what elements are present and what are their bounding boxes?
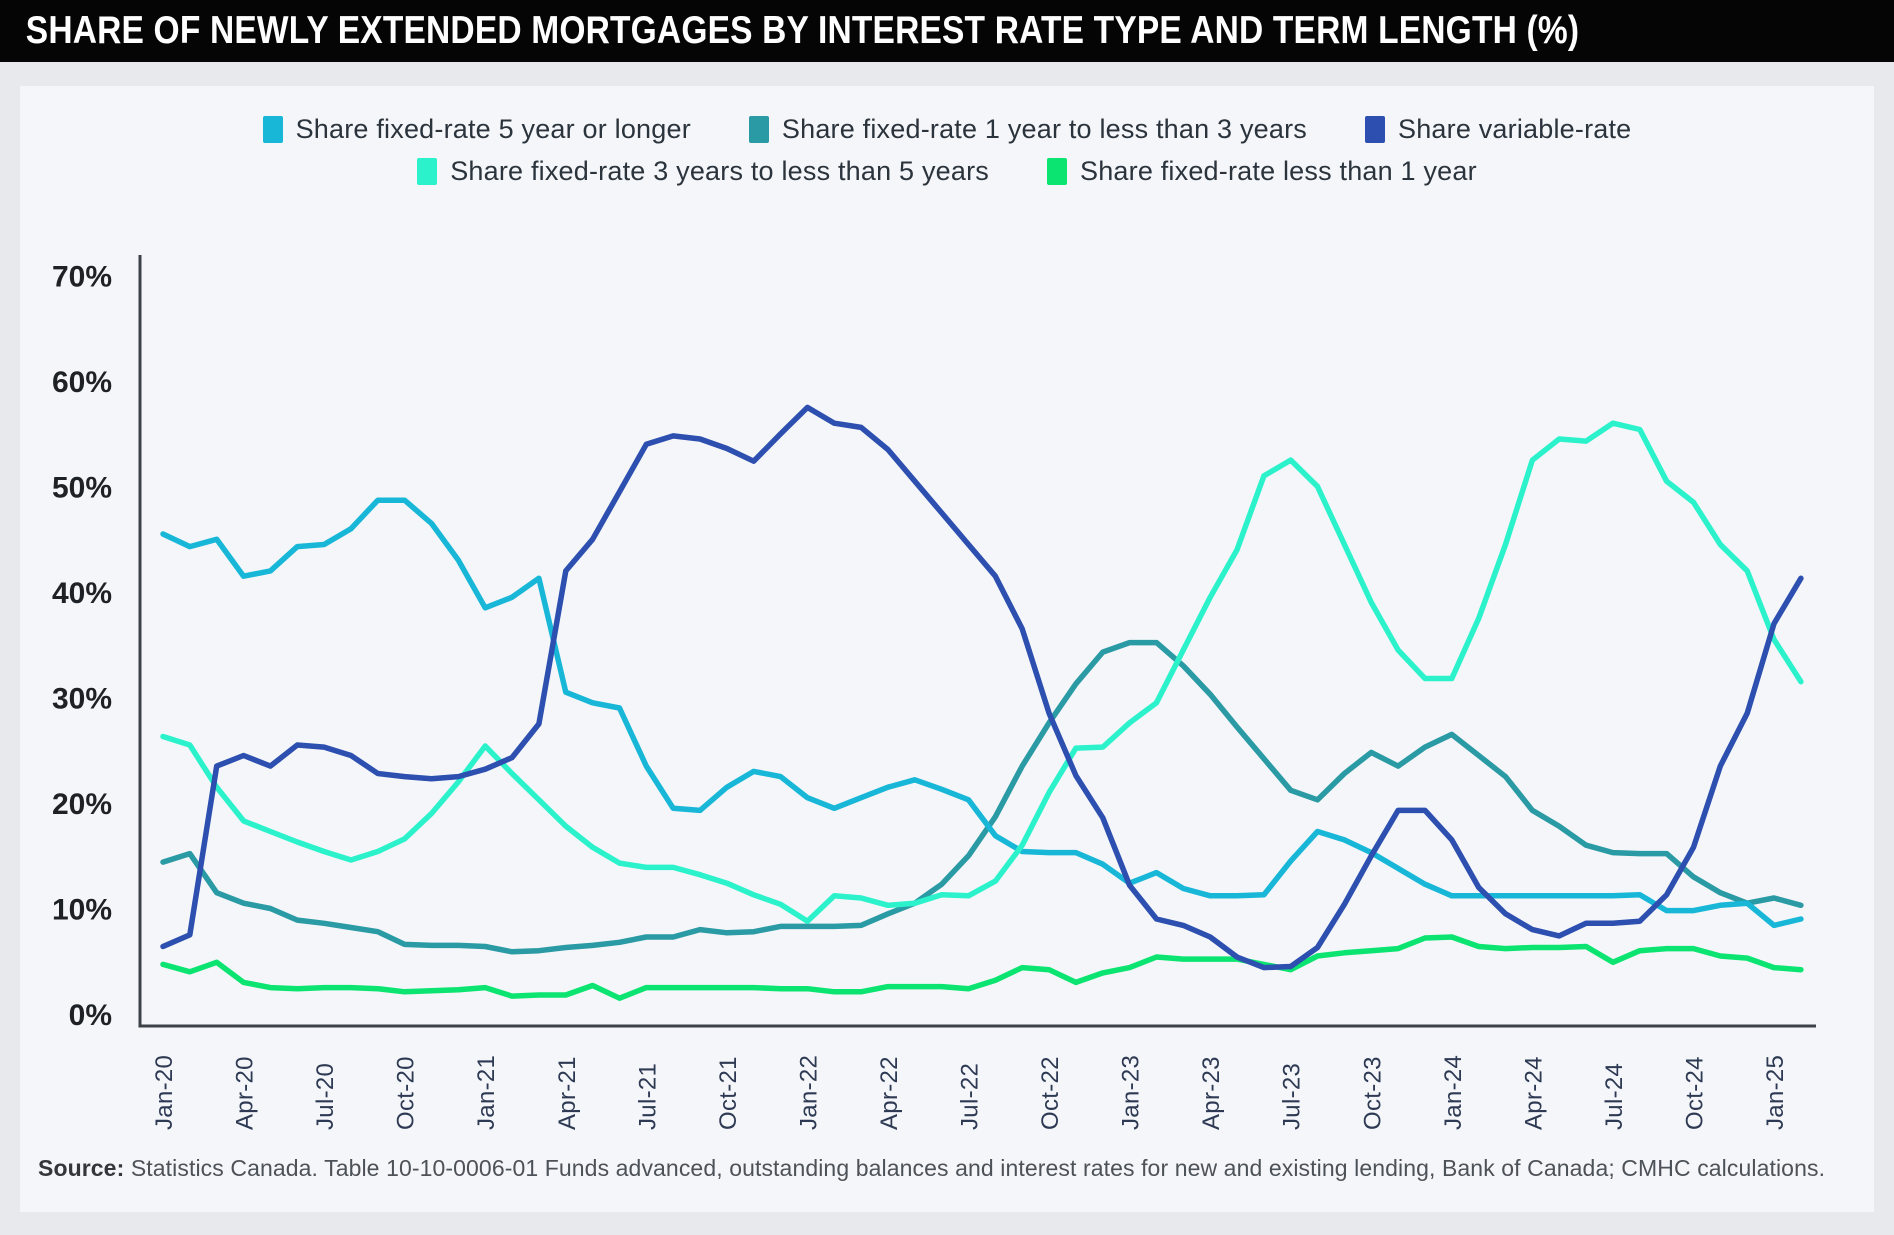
x-tick-label: Apr-24 xyxy=(1520,1056,1547,1130)
x-tick-label: Oct-23 xyxy=(1359,1056,1386,1130)
x-tick-label: Apr-23 xyxy=(1198,1056,1225,1130)
y-tick-label: 50% xyxy=(52,472,112,505)
source-text: Statistics Canada. Table 10-10-0006-01 F… xyxy=(130,1155,1826,1181)
series-line-variable-rate xyxy=(160,404,1804,971)
y-tick-label: 70% xyxy=(52,261,112,294)
source-note: Source: Statistics Canada. Table 10-10-0… xyxy=(38,1155,1825,1182)
y-tick-label: 40% xyxy=(52,577,112,610)
legend-label-fixed-under-1yr: Share fixed-rate less than 1 year xyxy=(1079,155,1477,186)
source-label: Source: xyxy=(38,1155,125,1181)
x-tick-label: Apr-22 xyxy=(876,1056,903,1130)
x-tick-label: Oct-20 xyxy=(393,1056,420,1130)
page-title: SHARE OF NEWLY EXTENDED MORTGAGES BY INT… xyxy=(25,9,1580,52)
legend-label-fixed-1-3yr: Share fixed-rate 1 year to less than 3 y… xyxy=(781,113,1307,144)
x-tick-label: Jul-22 xyxy=(957,1063,984,1130)
series-line-fixed-5yr-plus xyxy=(160,497,1804,929)
chart-legend: Share fixed-rate 5 year or longer Share f… xyxy=(0,112,1894,196)
legend-swatch-variable-rate xyxy=(1364,115,1385,143)
chart-card xyxy=(20,86,1874,1212)
legend-swatch-fixed-under-1yr xyxy=(1046,157,1067,185)
y-tick-label: 0% xyxy=(69,999,112,1032)
series-line-fixed-under-1yr xyxy=(160,934,1804,1001)
y-tick-label: 60% xyxy=(52,366,112,399)
legend-item-fixed-5yr-plus: Share fixed-rate 5 year or longer xyxy=(262,113,691,145)
legend-row-1: Share fixed-rate 5 year or longer Share f… xyxy=(0,112,1894,146)
x-tick-label: Jul-23 xyxy=(1279,1063,1306,1130)
legend-label-variable-rate: Share variable-rate xyxy=(1397,113,1632,144)
legend-item-fixed-under-1yr: Share fixed-rate less than 1 year xyxy=(1046,155,1477,187)
x-tick-label: Oct-22 xyxy=(1037,1056,1064,1130)
y-tick-label: 20% xyxy=(52,788,112,821)
legend-item-fixed-3-5yr: Share fixed-rate 3 years to less than 5 … xyxy=(417,156,989,187)
y-tick-label: 10% xyxy=(52,894,112,927)
legend-row-2: Share fixed-rate 3 years to less than 5 … xyxy=(0,154,1894,188)
chart-title-bar: SHARE OF NEWLY EXTENDED MORTGAGES BY INT… xyxy=(0,0,1894,62)
series-line-fixed-1-3yr xyxy=(160,639,1804,955)
legend-item-variable-rate: Share variable-rate xyxy=(1364,113,1632,145)
x-tick-label: Apr-21 xyxy=(554,1056,581,1130)
x-tick-label: Jan-22 xyxy=(795,1055,822,1130)
x-tick-label: Jan-23 xyxy=(1118,1055,1145,1130)
x-tick-label: Jul-20 xyxy=(312,1063,339,1130)
x-tick-label: Apr-20 xyxy=(232,1056,259,1130)
x-tick-label: Jan-25 xyxy=(1762,1055,1789,1130)
y-tick-label: 30% xyxy=(52,683,112,716)
series-line-fixed-3-5yr xyxy=(160,420,1804,924)
legend-swatch-fixed-5yr-plus xyxy=(262,115,283,143)
axis-lines xyxy=(138,255,1816,1028)
x-tick-label: Oct-24 xyxy=(1681,1056,1708,1130)
legend-swatch-fixed-1-3yr xyxy=(748,115,769,143)
x-tick-label: Jan-20 xyxy=(151,1055,178,1130)
legend-label-fixed-5yr-plus: Share fixed-rate 5 year or longer xyxy=(295,113,691,144)
x-tick-label: Jul-24 xyxy=(1601,1063,1628,1130)
x-tick-label: Jul-21 xyxy=(634,1063,661,1130)
x-tick-label: Jan-21 xyxy=(473,1055,500,1130)
x-tick-label: Oct-21 xyxy=(715,1056,742,1130)
x-tick-label: Jan-24 xyxy=(1440,1055,1467,1130)
legend-label-fixed-3-5yr: Share fixed-rate 3 years to less than 5 … xyxy=(450,155,989,186)
legend-swatch-fixed-3-5yr xyxy=(417,157,438,185)
legend-item-fixed-1-3yr: Share fixed-rate 1 year to less than 3 y… xyxy=(748,113,1307,145)
